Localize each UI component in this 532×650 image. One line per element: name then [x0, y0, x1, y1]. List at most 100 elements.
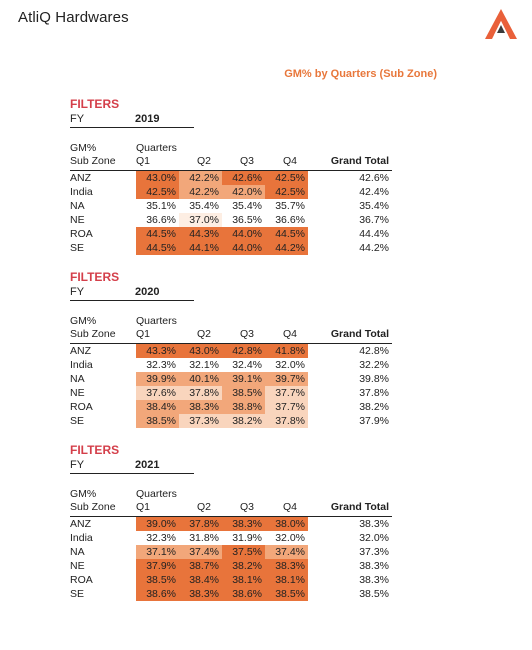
cell-q1: 42.5% [136, 185, 179, 199]
cell-q1: 35.1% [146, 200, 176, 212]
cell-q2: 44.1% [179, 241, 222, 255]
row-sub-zone: NA [70, 373, 85, 385]
cell-grand-total: 32.2% [359, 359, 389, 371]
cell-q4: 38.5% [265, 587, 308, 601]
table-row: NE 37.9% 38.7% 38.2% 38.3% 38.3% [70, 559, 392, 573]
cell-q4: 42.5% [265, 185, 308, 199]
cell-q3: 36.5% [232, 214, 262, 226]
header-grand-total: Grand Total [330, 328, 389, 340]
cell-q3: 38.2% [222, 414, 265, 428]
cell-grand-total: 38.3% [359, 518, 389, 530]
cell-q1: 39.0% [136, 517, 179, 531]
row-sub-zone: NA [70, 546, 85, 558]
cell-grand-total: 38.3% [359, 574, 389, 586]
header-quarters: Quarters [136, 142, 177, 154]
cell-q3: 32.4% [232, 359, 262, 371]
cell-q1: 38.4% [136, 400, 179, 414]
header-gm: GM% [70, 488, 97, 500]
cell-q3: 35.4% [232, 200, 262, 212]
cell-q4: 37.7% [265, 400, 308, 414]
row-sub-zone: ANZ [70, 518, 91, 530]
row-sub-zone: ROA [70, 401, 93, 413]
cell-q1: 38.5% [136, 414, 179, 428]
header-q3: Q3 [240, 155, 255, 167]
fy-value[interactable]: 2019 [135, 113, 160, 125]
cell-grand-total: 42.8% [359, 345, 389, 357]
header-grand-total: Grand Total [330, 155, 389, 167]
cell-q1: 32.3% [146, 532, 176, 544]
cell-q1: 38.5% [136, 573, 179, 587]
header-q2: Q2 [197, 328, 212, 340]
cell-q1: 36.6% [146, 214, 176, 226]
cell-q4: 32.0% [275, 532, 305, 544]
row-sub-zone: NE [70, 560, 85, 572]
report-title: GM% by Quarters (Sub Zone) [284, 68, 437, 80]
cell-grand-total: 38.5% [359, 588, 389, 600]
cell-q3: 42.0% [222, 185, 265, 199]
header-divider [70, 343, 392, 344]
table-header: GM% Sub Zone Quarters Q1 Q2 Q3 Q4 Grand Total [70, 315, 392, 343]
cell-q4: 44.2% [265, 241, 308, 255]
fy-filter[interactable]: FY 2021 [70, 458, 194, 474]
cell-q2: 43.0% [179, 344, 222, 358]
cell-q4: 38.0% [265, 517, 308, 531]
header-q4: Q4 [283, 155, 298, 167]
table-row: ANZ 43.0% 42.2% 42.6% 42.5% 42.6% [70, 171, 392, 185]
header-q1: Q1 [136, 155, 151, 167]
fy-filter[interactable]: FY 2020 [70, 285, 194, 301]
cell-q4: 42.5% [265, 171, 308, 185]
row-sub-zone: ANZ [70, 345, 91, 357]
cell-q3: 44.0% [222, 241, 265, 255]
row-sub-zone: NA [70, 200, 85, 212]
header-gm: GM% [70, 142, 97, 154]
row-sub-zone: SE [70, 588, 85, 600]
row-sub-zone: India [70, 359, 93, 371]
header-q3: Q3 [240, 328, 255, 340]
cell-grand-total: 42.6% [359, 172, 389, 184]
table-row: ROA 44.5% 44.3% 44.0% 44.5% 44.4% [70, 227, 392, 241]
fy-label: FY [70, 459, 85, 471]
header-divider [70, 516, 392, 517]
fy-label: FY [70, 286, 85, 298]
row-sub-zone: ROA [70, 228, 93, 240]
header-divider [70, 170, 392, 171]
cell-q4: 38.1% [265, 573, 308, 587]
cell-q1: 32.3% [146, 359, 176, 371]
table-row: ANZ 39.0% 37.8% 38.3% 38.0% 38.3% [70, 517, 392, 531]
table-row: NA 37.1% 37.4% 37.5% 37.4% 37.3% [70, 545, 392, 559]
header-q2: Q2 [197, 155, 212, 167]
cell-q1: 43.3% [136, 344, 179, 358]
cell-q2: 40.1% [179, 372, 222, 386]
cell-grand-total: 36.7% [359, 214, 389, 226]
cell-q3: 39.1% [222, 372, 265, 386]
cell-q1: 38.6% [136, 587, 179, 601]
table-row: ANZ 43.3% 43.0% 42.8% 41.8% 42.8% [70, 344, 392, 358]
cell-grand-total: 44.2% [359, 242, 389, 254]
cell-grand-total: 37.9% [359, 415, 389, 427]
cell-grand-total: 37.8% [359, 387, 389, 399]
cell-grand-total: 37.3% [359, 546, 389, 558]
header-grand-total: Grand Total [330, 501, 389, 513]
row-sub-zone: ANZ [70, 172, 91, 184]
filters-label: FILTERS [70, 97, 120, 111]
cell-q2: 38.4% [179, 573, 222, 587]
header-sub-zone: Sub Zone [70, 501, 116, 513]
header-quarters: Quarters [136, 315, 177, 327]
header-q3: Q3 [240, 501, 255, 513]
cell-q1: 39.9% [136, 372, 179, 386]
table-row: India 32.3% 31.8% 31.9% 32.0% 32.0% [70, 531, 392, 545]
cell-q2: 37.8% [179, 517, 222, 531]
cell-q2: 42.2% [179, 171, 222, 185]
cell-q4: 39.7% [265, 372, 308, 386]
header-q1: Q1 [136, 501, 151, 513]
fy-label: FY [70, 113, 85, 125]
cell-q2: 37.4% [179, 545, 222, 559]
fy-value[interactable]: 2020 [135, 286, 160, 298]
cell-q3: 42.6% [222, 171, 265, 185]
fy-value[interactable]: 2021 [135, 459, 160, 471]
row-sub-zone: SE [70, 415, 85, 427]
fy-filter[interactable]: FY 2019 [70, 112, 194, 128]
cell-q2: 35.4% [189, 200, 219, 212]
table-row: NE 37.6% 37.8% 38.5% 37.7% 37.8% [70, 386, 392, 400]
header-gm: GM% [70, 315, 97, 327]
